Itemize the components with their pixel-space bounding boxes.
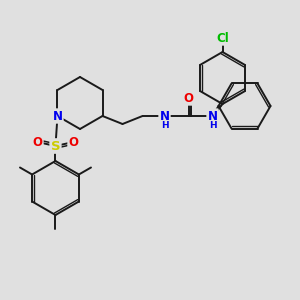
Text: H: H [209, 121, 216, 130]
Text: Cl: Cl [216, 32, 229, 44]
Text: S: S [51, 140, 60, 152]
Text: N: N [52, 110, 62, 122]
Text: N: N [208, 110, 218, 122]
Text: O: O [68, 136, 79, 148]
Text: N: N [160, 110, 170, 122]
Text: O: O [184, 92, 194, 104]
Text: O: O [32, 136, 43, 148]
Text: H: H [161, 121, 168, 130]
